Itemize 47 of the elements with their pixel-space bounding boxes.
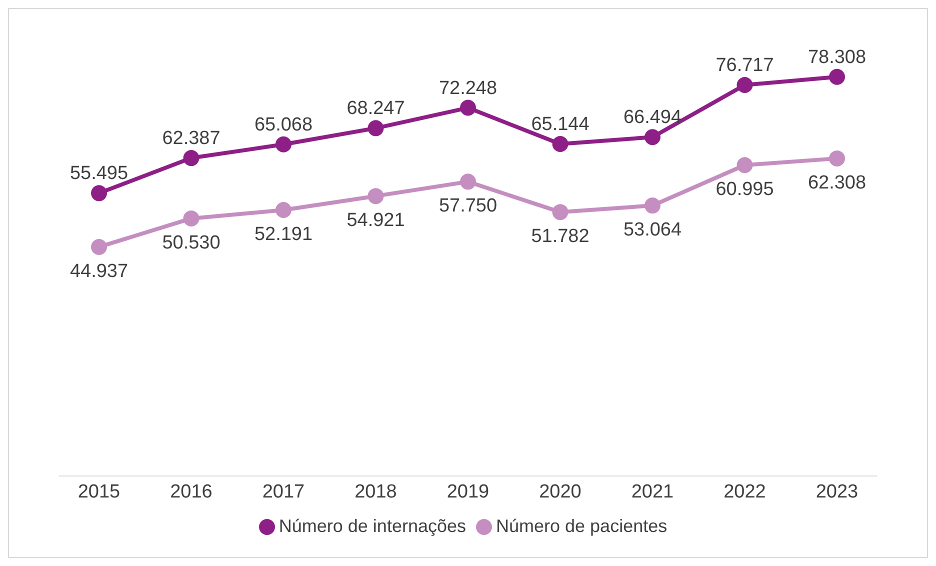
x-tick-label: 2020 xyxy=(539,481,582,502)
data-label: 60.995 xyxy=(716,179,774,200)
x-tick-label: 2023 xyxy=(816,481,858,502)
x-tick-label: 2017 xyxy=(262,481,305,502)
data-label: 78.308 xyxy=(808,46,866,68)
point xyxy=(460,100,476,116)
point xyxy=(552,204,568,220)
data-label: 62.308 xyxy=(808,172,866,194)
data-label: 65.144 xyxy=(531,114,590,135)
data-label: 57.750 xyxy=(438,196,498,217)
data-label: 54.921 xyxy=(346,210,405,232)
x-tick-label: 2022 xyxy=(724,481,766,502)
point xyxy=(91,185,107,202)
point xyxy=(276,202,292,218)
data-label: 72.248 xyxy=(438,78,498,99)
data-label: 53.064 xyxy=(623,220,682,241)
x-tick-label: 2021 xyxy=(631,481,674,502)
data-label: 50.530 xyxy=(162,232,220,254)
point xyxy=(276,136,292,152)
x-tick-label: 2019 xyxy=(446,481,490,502)
point xyxy=(183,150,200,166)
data-label: 65.068 xyxy=(254,114,313,136)
x-tick-label: 2016 xyxy=(170,481,212,502)
point xyxy=(829,150,845,166)
point xyxy=(368,188,384,204)
point xyxy=(644,198,660,214)
data-label: 52.191 xyxy=(254,224,313,245)
point xyxy=(552,136,568,152)
data-label: 76.717 xyxy=(716,55,774,76)
x-tick-label: 2018 xyxy=(354,481,397,502)
point xyxy=(460,174,476,190)
data-label: 51.782 xyxy=(531,226,590,248)
point xyxy=(368,120,384,136)
legend-label: Número de internações xyxy=(278,516,466,536)
point xyxy=(829,68,845,85)
point xyxy=(91,238,107,255)
data-label: 68.247 xyxy=(346,98,405,120)
point xyxy=(183,210,200,226)
data-label: 62.387 xyxy=(162,128,220,150)
x-tick-label: 2015 xyxy=(78,481,120,502)
data-label: 55.495 xyxy=(70,163,128,184)
point xyxy=(736,157,753,174)
data-label: 44.937 xyxy=(70,260,128,282)
point xyxy=(644,129,660,146)
point xyxy=(736,77,753,93)
data-label: 66.494 xyxy=(623,107,682,128)
legend-label: Número de pacientes xyxy=(496,516,668,536)
